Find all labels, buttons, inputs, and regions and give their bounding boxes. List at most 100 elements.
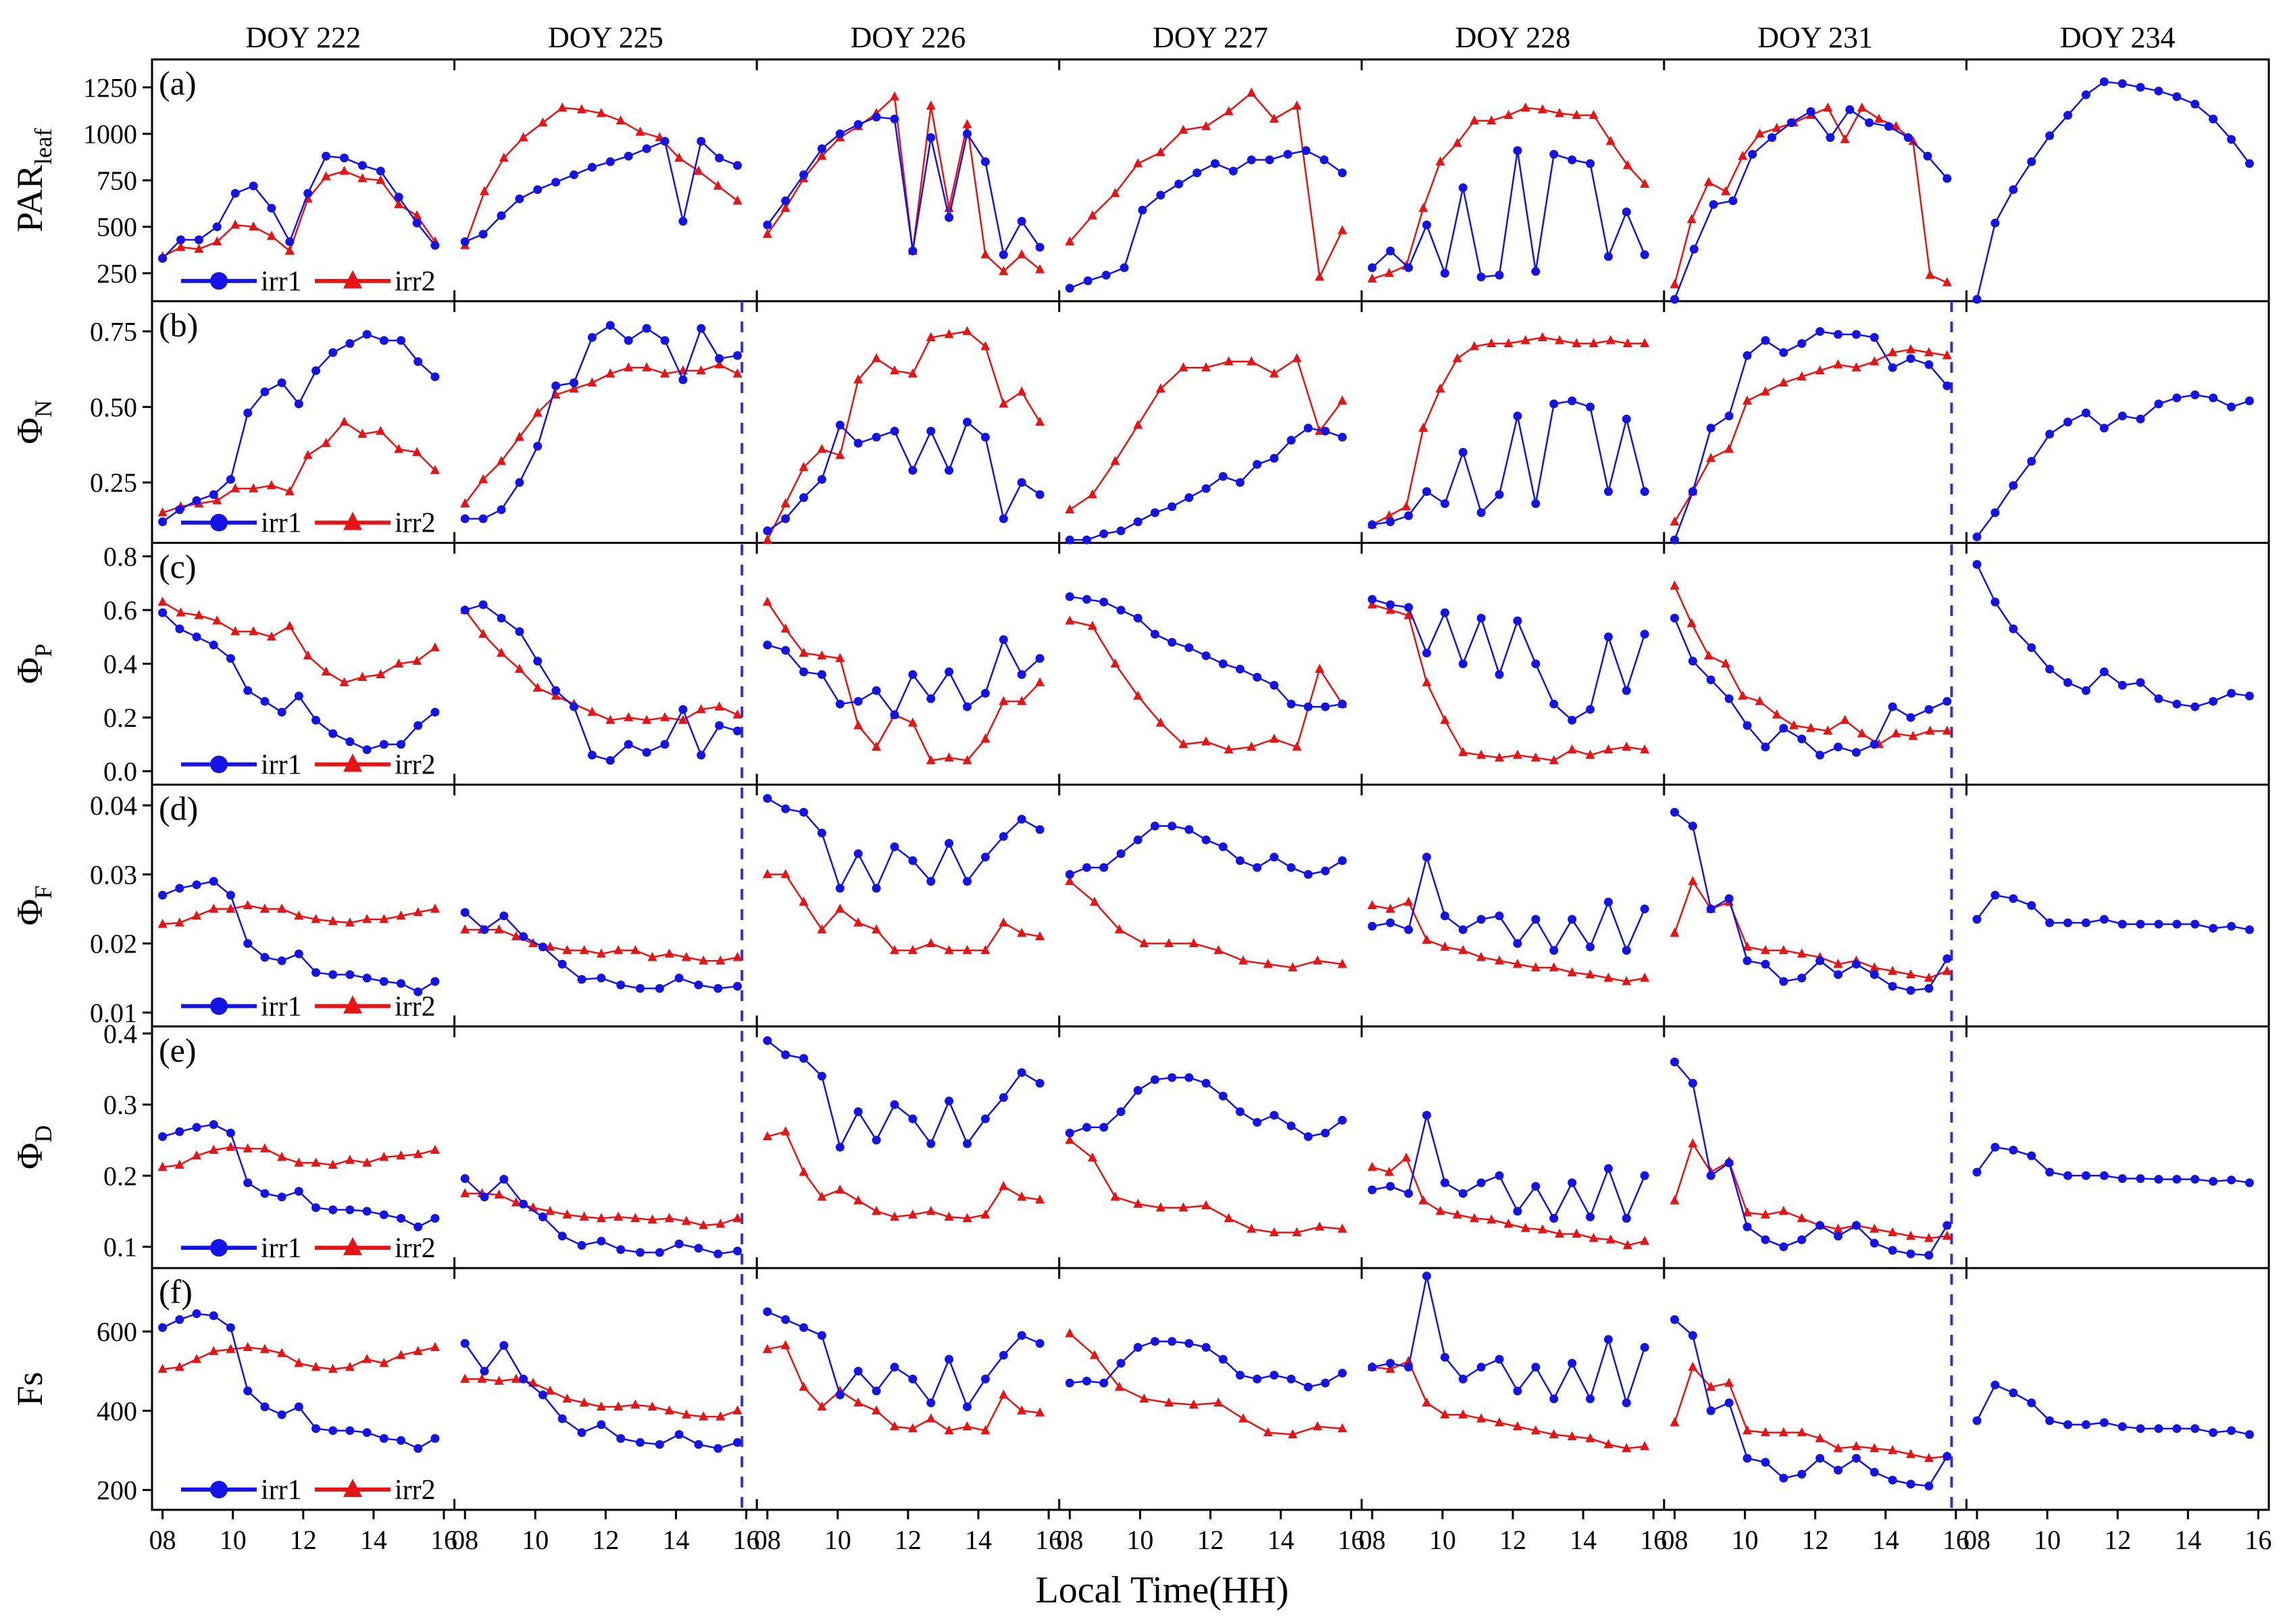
irr2-point bbox=[1640, 178, 1650, 188]
day-label: DOY 226 bbox=[851, 21, 966, 54]
irr2-point bbox=[962, 119, 972, 128]
y-tick-label: 750 bbox=[97, 166, 137, 196]
y-tick-label: 600 bbox=[97, 1317, 137, 1347]
irr1-point bbox=[577, 1241, 586, 1250]
irr1-point bbox=[1568, 1359, 1577, 1368]
irr1-point bbox=[1888, 982, 1897, 991]
irr1-point bbox=[1724, 694, 1734, 703]
irr2-point bbox=[230, 626, 241, 636]
irr2-point bbox=[1924, 972, 1934, 982]
legend-marker-irr1 bbox=[210, 513, 228, 532]
y-tick-label: 1250 bbox=[83, 72, 137, 103]
irr1-point bbox=[277, 1192, 286, 1202]
irr2-point bbox=[1367, 1161, 1377, 1171]
irr2-point bbox=[1065, 504, 1075, 513]
irr2-point bbox=[1337, 1423, 1347, 1433]
irr1-point bbox=[1201, 484, 1211, 493]
irr1-point bbox=[175, 624, 184, 634]
irr2-point bbox=[1269, 113, 1279, 123]
irr1-point bbox=[460, 237, 470, 247]
x-tick-label: 14 bbox=[360, 1525, 387, 1555]
irr2-point bbox=[266, 631, 276, 641]
irr1-point bbox=[226, 654, 235, 663]
irr1-point bbox=[243, 939, 253, 948]
irr1-point bbox=[1210, 159, 1220, 168]
irr1-point bbox=[1797, 339, 1807, 348]
irr2-point bbox=[243, 900, 253, 909]
irr1-point bbox=[1622, 1214, 1631, 1223]
irr1-point bbox=[1972, 1167, 1982, 1177]
irr2-point bbox=[647, 952, 657, 961]
irr2-point bbox=[396, 910, 406, 920]
irr2-point bbox=[1538, 104, 1547, 113]
irr1-point bbox=[1604, 897, 1613, 907]
irr2-point bbox=[1603, 744, 1613, 754]
irr2-point bbox=[1760, 386, 1770, 396]
irr1-point bbox=[817, 1331, 826, 1340]
irr1-point bbox=[1286, 1121, 1296, 1131]
irr2-point bbox=[1017, 249, 1027, 259]
irr1-point bbox=[328, 348, 338, 357]
irr2-point bbox=[1403, 1356, 1413, 1365]
irr2-point bbox=[294, 910, 304, 920]
irr1-point bbox=[1689, 245, 1699, 254]
y-tick-label: 0.02 bbox=[90, 929, 137, 959]
y-tick-label: 0.4 bbox=[103, 1019, 137, 1049]
legend-marker-irr1 bbox=[210, 272, 228, 290]
irr1-point bbox=[328, 1426, 338, 1436]
irr1-point bbox=[999, 832, 1008, 841]
irr2-point bbox=[762, 534, 772, 544]
irr1-point bbox=[1150, 821, 1159, 831]
irr2-point bbox=[674, 152, 684, 162]
irr2-point bbox=[1513, 1421, 1522, 1431]
irr1-point bbox=[890, 114, 899, 124]
irr2-point bbox=[209, 1346, 219, 1355]
irr1-point bbox=[1568, 396, 1577, 405]
irr2-point bbox=[1891, 728, 1901, 738]
irr2-point bbox=[1476, 952, 1486, 961]
irr2-point bbox=[1772, 122, 1782, 132]
irr1-point bbox=[2209, 1428, 2218, 1438]
irr1-point bbox=[1338, 168, 1347, 178]
y-tick-label: 0.1 bbox=[103, 1232, 137, 1263]
irr2-point bbox=[1188, 1399, 1199, 1409]
y-tick-label: 0.04 bbox=[90, 790, 137, 821]
irr2-point bbox=[1778, 1427, 1788, 1437]
irr2-point bbox=[681, 1215, 691, 1225]
irr1-point bbox=[799, 493, 808, 503]
irr2-point bbox=[562, 1393, 572, 1403]
irr1-point bbox=[379, 1433, 388, 1443]
irr1-point bbox=[322, 151, 331, 161]
irr2-point bbox=[460, 1373, 470, 1383]
irr1-point bbox=[379, 1210, 388, 1219]
irr2-point bbox=[616, 115, 626, 125]
irr1-point bbox=[1495, 270, 1504, 280]
irr1-point bbox=[781, 196, 791, 205]
irr1-series-line bbox=[1372, 599, 1646, 721]
irr1-series-line bbox=[766, 116, 1041, 257]
irr1-point bbox=[397, 740, 405, 749]
panel-y-label-subscript: N bbox=[30, 400, 57, 417]
irr1-point bbox=[1586, 1212, 1595, 1221]
irr2-point bbox=[926, 755, 936, 765]
irr1-point bbox=[345, 737, 355, 746]
irr2-point bbox=[303, 450, 313, 459]
panel-letter: (f) bbox=[159, 1273, 193, 1311]
irr1-point bbox=[413, 1222, 423, 1232]
irr1-point bbox=[678, 375, 688, 384]
irr1-point bbox=[1728, 196, 1738, 205]
irr1-point bbox=[1513, 146, 1522, 155]
irr1-point bbox=[1990, 1380, 2000, 1390]
irr2-point bbox=[1622, 975, 1632, 986]
irr2-point bbox=[259, 1344, 270, 1353]
irr1-point bbox=[2209, 923, 2218, 933]
irr1-point bbox=[1845, 105, 1855, 114]
irr1-point bbox=[1495, 911, 1504, 921]
irr1-point bbox=[945, 1354, 954, 1364]
irr2-point bbox=[362, 1354, 372, 1363]
irr1-point bbox=[1622, 946, 1631, 955]
irr2-point bbox=[321, 666, 331, 676]
irr2-point bbox=[1470, 115, 1480, 125]
irr1-point bbox=[1065, 1378, 1074, 1388]
irr2-point bbox=[328, 915, 338, 925]
